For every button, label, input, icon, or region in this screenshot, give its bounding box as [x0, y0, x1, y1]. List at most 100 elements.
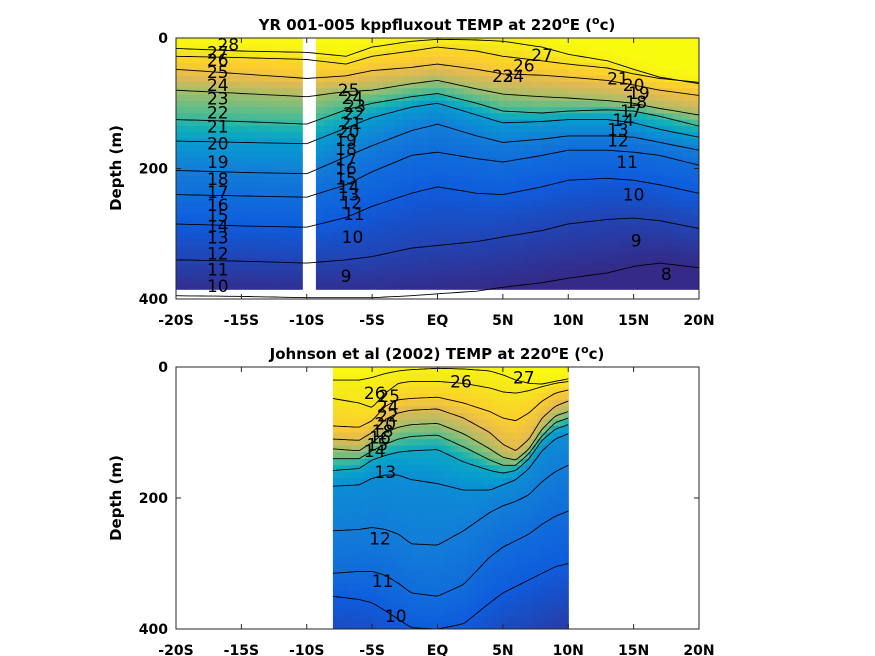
- heat-cell: [517, 452, 522, 460]
- heat-cell: [594, 157, 604, 165]
- heat-cell: [376, 478, 381, 486]
- heat-cell: [376, 195, 386, 202]
- heat-cell: [559, 251, 569, 259]
- heat-cell: [254, 213, 264, 221]
- heat-cell: [367, 132, 378, 140]
- heat-cell: [515, 226, 526, 234]
- heat-cell: [672, 69, 683, 77]
- heat-cell: [576, 226, 587, 234]
- contour-label: 8: [661, 265, 672, 285]
- heat-cell: [470, 465, 475, 473]
- heat-cell: [540, 406, 546, 414]
- heat-cell: [419, 412, 424, 420]
- contour-label: 9: [341, 267, 352, 287]
- heat-cell: [184, 125, 195, 133]
- heat-cell: [472, 232, 482, 240]
- heat-cell: [372, 452, 377, 460]
- heat-cell: [403, 373, 409, 381]
- heat-cell: [434, 432, 440, 440]
- heat-cell: [515, 50, 526, 58]
- heat-cell: [176, 226, 186, 234]
- heat-cell: [462, 386, 467, 394]
- heat-cell: [341, 220, 351, 228]
- heat-cell: [376, 543, 381, 551]
- heat-cell: [415, 452, 420, 460]
- heat-cell: [489, 445, 495, 453]
- heat-cell: [430, 406, 436, 414]
- heat-cell: [548, 576, 554, 584]
- heat-cell: [533, 195, 543, 202]
- heat-cell: [332, 465, 338, 473]
- heat-cell: [364, 471, 369, 479]
- heat-cell: [690, 138, 699, 146]
- heat-cell: [521, 622, 526, 629]
- heat-cell: [430, 452, 436, 460]
- heat-cell: [442, 406, 448, 414]
- heat-cell: [690, 69, 699, 77]
- heat-cell: [350, 182, 360, 190]
- heat-cell: [454, 367, 460, 375]
- heat-cell: [415, 576, 420, 584]
- heat-cell: [372, 517, 377, 525]
- heat-cell: [536, 491, 542, 499]
- heat-cell: [536, 589, 542, 597]
- heat-cell: [603, 226, 613, 234]
- heat-cell: [385, 63, 395, 70]
- heat-cell: [428, 144, 439, 152]
- heat-cell: [485, 498, 491, 506]
- heat-cell: [540, 609, 546, 617]
- heat-cell: [458, 465, 463, 473]
- heat-cell: [489, 113, 500, 121]
- heat-cell: [402, 232, 412, 240]
- heat-cell: [298, 38, 308, 45]
- heat-cell: [237, 251, 247, 259]
- heat-cell: [350, 157, 360, 165]
- heat-cell: [379, 412, 385, 420]
- heat-cell: [529, 543, 534, 551]
- heat-cell: [411, 484, 416, 493]
- heat-cell: [442, 530, 448, 538]
- heat-cell: [298, 125, 308, 133]
- heat-cell: [271, 100, 282, 108]
- heat-cell: [336, 478, 342, 486]
- heat-cell: [324, 226, 334, 234]
- heat-cell: [463, 113, 473, 121]
- heat-cell: [176, 38, 186, 45]
- heat-cell: [611, 63, 622, 70]
- heat-cell: [379, 504, 385, 512]
- heat-cell: [559, 144, 569, 152]
- heat-cell: [348, 537, 354, 545]
- heat-cell: [402, 264, 412, 271]
- heat-cell: [450, 458, 456, 466]
- heat-cell: [341, 138, 351, 146]
- heat-cell: [548, 609, 554, 617]
- heat-cell: [184, 238, 195, 246]
- heat-cell: [550, 63, 561, 70]
- heat-cell: [446, 226, 456, 234]
- heat-cell: [184, 182, 195, 190]
- heat-cell: [315, 151, 325, 158]
- heat-cell: [493, 550, 499, 558]
- contour-label: 26: [450, 372, 472, 392]
- heat-cell: [428, 113, 439, 121]
- heat-cell: [360, 445, 365, 453]
- heat-cell: [489, 107, 500, 114]
- heat-cell: [419, 596, 424, 604]
- heat-cell: [611, 232, 622, 240]
- heat-cell: [407, 373, 412, 381]
- heat-cell: [372, 504, 377, 512]
- heat-cell: [411, 163, 421, 171]
- heat-cell: [407, 543, 412, 551]
- heat-cell: [560, 439, 565, 447]
- heat-cell: [289, 132, 299, 140]
- heat-cell: [237, 113, 247, 121]
- heat-cell: [383, 543, 389, 551]
- heat-cell: [298, 201, 308, 209]
- heat-cell: [193, 270, 203, 278]
- heat-cell: [289, 94, 299, 102]
- heat-cell: [681, 195, 691, 202]
- heat-cell: [454, 188, 465, 196]
- heat-cell: [368, 386, 373, 394]
- heat-cell: [411, 452, 416, 460]
- heat-cell: [350, 264, 360, 271]
